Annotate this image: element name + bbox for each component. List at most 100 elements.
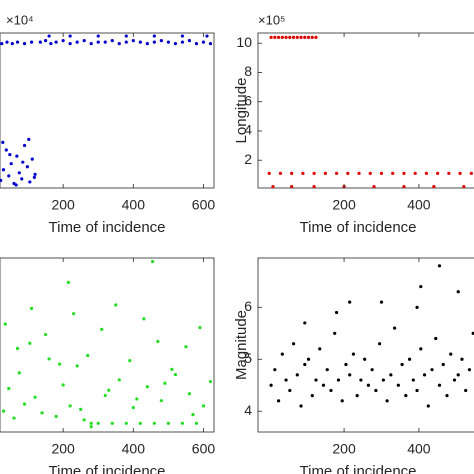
point — [107, 388, 111, 392]
point — [467, 368, 472, 372]
point — [276, 399, 281, 403]
point — [0, 42, 4, 46]
point — [14, 183, 18, 187]
point — [402, 184, 406, 189]
point — [100, 327, 104, 331]
point — [379, 300, 384, 304]
point — [452, 378, 457, 382]
point — [28, 341, 32, 345]
point — [152, 421, 156, 425]
point — [25, 165, 29, 169]
point — [30, 157, 34, 161]
point — [389, 373, 393, 377]
point — [145, 42, 149, 46]
point — [58, 362, 62, 366]
point — [72, 312, 76, 316]
point — [17, 171, 21, 175]
point — [5, 40, 9, 44]
point — [7, 386, 11, 391]
point — [424, 171, 429, 175]
point — [8, 152, 12, 157]
point — [138, 40, 142, 44]
x-tick-label: 600 — [192, 441, 216, 457]
point — [201, 404, 206, 408]
point — [303, 35, 307, 39]
point — [359, 378, 363, 382]
point — [152, 40, 156, 44]
point — [456, 290, 460, 294]
point — [366, 383, 371, 387]
point — [415, 388, 419, 393]
point — [290, 184, 294, 189]
point — [1, 168, 6, 172]
point — [96, 421, 100, 425]
point — [411, 378, 415, 382]
x-axis-label: Time of incidence — [49, 219, 166, 236]
point — [269, 35, 273, 39]
point — [391, 171, 395, 175]
y-tick-label: 10 — [236, 34, 252, 50]
point — [464, 388, 468, 393]
point — [131, 38, 135, 43]
axes-box — [257, 257, 474, 433]
point — [323, 171, 327, 175]
point — [303, 362, 307, 367]
point — [173, 372, 178, 377]
point — [33, 172, 37, 176]
point — [68, 34, 72, 38]
point — [291, 342, 296, 346]
point — [79, 407, 83, 411]
point — [29, 40, 34, 44]
point — [312, 171, 316, 175]
point — [415, 305, 419, 309]
point — [3, 322, 7, 326]
axes-box — [0, 32, 215, 189]
point — [469, 171, 473, 175]
point — [430, 368, 434, 372]
point — [278, 171, 283, 175]
point — [61, 383, 65, 387]
point — [445, 394, 449, 398]
point — [310, 394, 314, 398]
point — [303, 321, 307, 325]
point — [426, 404, 430, 408]
point — [40, 411, 44, 415]
point — [131, 406, 135, 410]
point — [142, 317, 146, 321]
point — [145, 385, 149, 389]
point — [460, 357, 464, 361]
x-tick-label: 400 — [122, 197, 146, 213]
point — [166, 421, 170, 425]
point — [75, 40, 79, 44]
point — [419, 284, 423, 289]
point — [374, 388, 378, 393]
x-axis-label: Time of incidence — [300, 463, 417, 474]
point — [318, 347, 322, 351]
point — [173, 42, 178, 46]
point — [334, 171, 339, 175]
point — [15, 346, 20, 351]
point — [437, 383, 442, 387]
point — [10, 42, 14, 46]
point — [280, 352, 284, 356]
point — [114, 303, 118, 307]
point — [434, 336, 438, 341]
point — [368, 171, 372, 175]
y-axis-label: Magnitude — [233, 310, 250, 380]
point — [314, 35, 318, 39]
point — [1, 140, 5, 145]
point — [44, 332, 48, 337]
y-multiplier: ×10⁴ — [6, 12, 34, 27]
point — [7, 174, 11, 178]
point — [68, 404, 72, 408]
point — [381, 378, 385, 382]
point — [351, 352, 356, 356]
point — [462, 184, 466, 189]
point — [17, 371, 21, 375]
y-multiplier: ×10⁵ — [258, 12, 285, 27]
x-tick-label: 400 — [407, 197, 431, 213]
point — [447, 171, 451, 175]
point — [1, 409, 6, 413]
point — [291, 35, 296, 39]
